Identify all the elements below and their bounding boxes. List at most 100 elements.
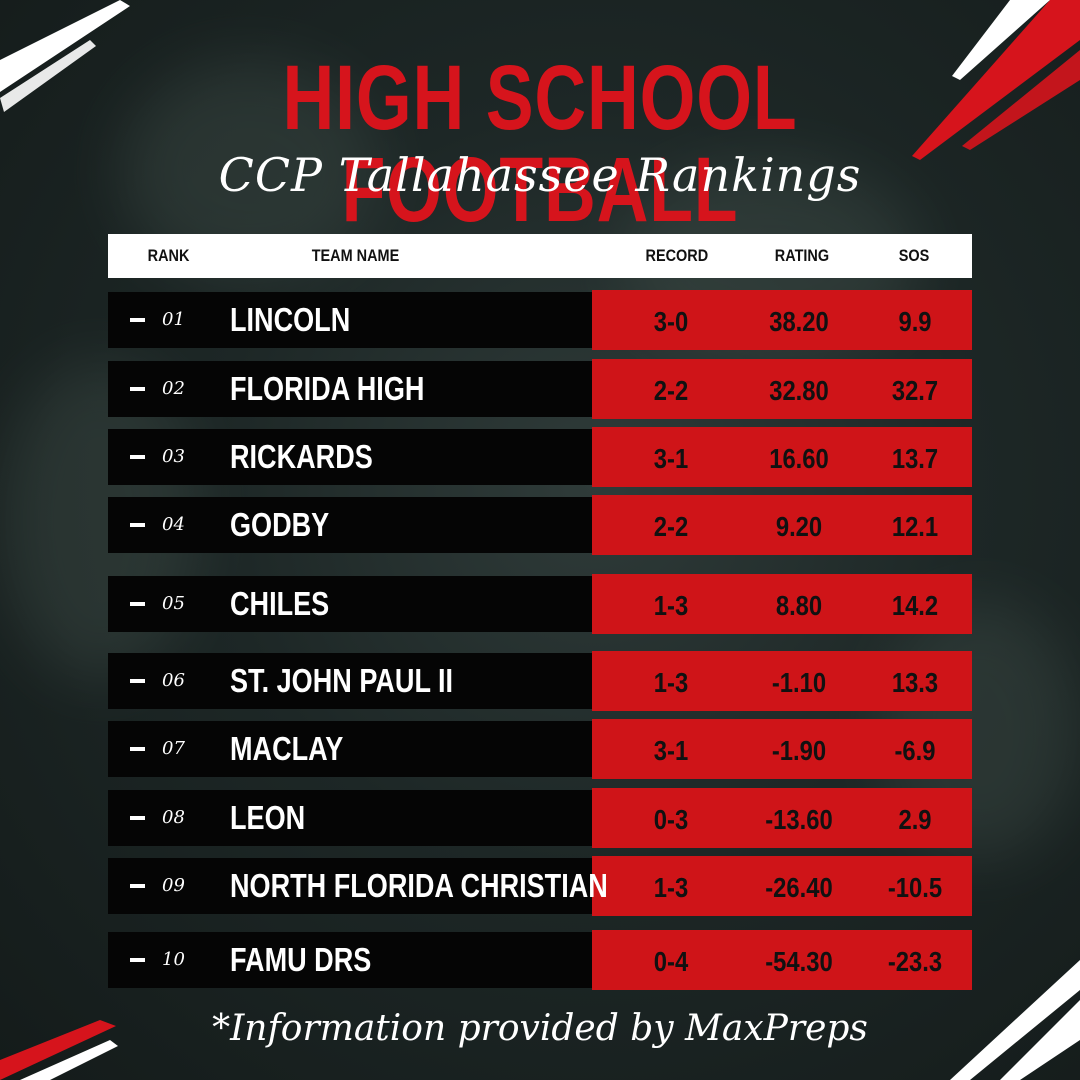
- sos-value: 9.9: [898, 306, 932, 337]
- rating-value: 32.80: [769, 375, 829, 406]
- row-stats-panel: [592, 290, 972, 350]
- sos-value: 2.9: [898, 804, 932, 835]
- record-value: 2-2: [653, 511, 689, 542]
- row-stats-panel: [592, 359, 972, 419]
- table-row: 05 CHILES 1-3 8.80 14.2: [108, 574, 972, 634]
- rank-number: 02: [162, 378, 185, 399]
- rating-value: -54.30: [765, 946, 833, 977]
- no-change-dash-icon: [130, 679, 145, 683]
- no-change-dash-icon: [130, 455, 145, 459]
- record-value: 1-3: [653, 590, 689, 621]
- row-stats-panel: [592, 574, 972, 634]
- rank-number: 09: [162, 875, 185, 896]
- no-change-dash-icon: [130, 816, 145, 820]
- sos-value: -23.3: [887, 946, 943, 977]
- rating-value: 16.60: [769, 443, 829, 474]
- record-value: 0-4: [653, 946, 689, 977]
- rating-value: -13.60: [765, 804, 833, 835]
- row-team-panel: [108, 429, 592, 485]
- no-change-dash-icon: [130, 523, 145, 527]
- brush-stroke-bottom-left: [0, 1020, 118, 1080]
- table-row: 03 RICKARDS 3-1 16.60 13.7: [108, 427, 972, 487]
- brush-stroke-top-left: [0, 0, 130, 112]
- rank-number: 03: [162, 446, 185, 467]
- no-change-dash-icon: [130, 958, 145, 962]
- record-value: 2-2: [653, 375, 689, 406]
- no-change-dash-icon: [130, 884, 145, 888]
- team-name: RICKARDS: [230, 438, 373, 475]
- row-team-panel: [108, 721, 592, 777]
- page-title: HIGH SCHOOL FOOTBALL: [282, 47, 798, 241]
- table-row: 06 ST. JOHN PAUL II 1-3 -1.10 13.3: [108, 651, 972, 711]
- row-stats-panel: [592, 651, 972, 711]
- rating-value: -1.10: [771, 667, 827, 698]
- table-header: RANK TEAM NAME RECORD RATING SOS: [108, 234, 972, 278]
- sos-value: 12.1: [891, 511, 939, 542]
- row-stats-panel: [592, 495, 972, 555]
- row-stats-panel: [592, 719, 972, 779]
- row-team-panel: [108, 858, 592, 914]
- team-name: GODBY: [230, 506, 330, 543]
- team-name: ST. JOHN PAUL II: [230, 662, 454, 699]
- brush-stroke-bottom-right: [950, 960, 1080, 1080]
- table-row: 02 FLORIDA HIGH 2-2 32.80 32.7: [108, 359, 972, 419]
- team-name: MACLAY: [230, 730, 344, 767]
- team-name: FLORIDA HIGH: [230, 370, 425, 407]
- table-row: 04 GODBY 2-2 9.20 12.1: [108, 495, 972, 555]
- record-value: 0-3: [653, 804, 689, 835]
- rating-value: -26.40: [765, 872, 833, 903]
- row-team-panel: [108, 932, 592, 988]
- no-change-dash-icon: [130, 318, 145, 322]
- header-rating: RATING: [774, 246, 830, 265]
- rating-value: -1.90: [771, 735, 827, 766]
- row-team-panel: [108, 361, 592, 417]
- rank-number: 10: [162, 949, 185, 970]
- row-team-panel: [108, 653, 592, 709]
- record-value: 3-1: [653, 735, 689, 766]
- header-rank: RANK: [147, 246, 190, 265]
- rank-number: 06: [162, 670, 185, 691]
- row-stats-panel: [592, 856, 972, 916]
- footer-credit: *Information provided by MaxPreps: [212, 1008, 868, 1049]
- row-team-panel: [108, 292, 592, 348]
- header-record: RECORD: [645, 246, 709, 265]
- no-change-dash-icon: [130, 387, 145, 391]
- team-name: NORTH FLORIDA CHRISTIAN: [230, 867, 608, 904]
- team-name: LINCOLN: [230, 301, 351, 338]
- page-subtitle: CCP Tallahassee Rankings: [218, 148, 862, 202]
- sos-value: 14.2: [891, 590, 939, 621]
- team-name: FAMU DRS: [230, 941, 372, 978]
- row-stats-panel: [592, 930, 972, 990]
- table-row: 07 MACLAY 3-1 -1.90 -6.9: [108, 719, 972, 779]
- row-team-panel: [108, 576, 592, 632]
- rating-value: 38.20: [769, 306, 829, 337]
- row-stats-panel: [592, 427, 972, 487]
- sos-value: 13.7: [891, 443, 939, 474]
- row-team-panel: [108, 790, 592, 846]
- sos-value: -6.9: [894, 735, 936, 766]
- sos-value: 32.7: [891, 375, 939, 406]
- table-row: 09 NORTH FLORIDA CHRISTIAN 1-3 -26.40 -10.5: [108, 856, 972, 916]
- record-value: 3-0: [653, 306, 689, 337]
- team-name: CHILES: [230, 585, 330, 622]
- record-value: 3-1: [653, 443, 689, 474]
- table-row: 10 FAMU DRS 0-4 -54.30 -23.3: [108, 930, 972, 990]
- no-change-dash-icon: [130, 747, 145, 751]
- team-name: LEON: [230, 799, 306, 836]
- brush-stroke-top-right: [912, 0, 1080, 160]
- rank-number: 08: [162, 807, 185, 828]
- rank-number: 01: [162, 309, 185, 330]
- no-change-dash-icon: [130, 602, 145, 606]
- rank-number: 07: [162, 738, 185, 759]
- record-value: 1-3: [653, 872, 689, 903]
- table-row: 01 LINCOLN 3-0 38.20 9.9: [108, 290, 972, 350]
- row-team-panel: [108, 497, 592, 553]
- row-stats-panel: [592, 788, 972, 848]
- sos-value: -10.5: [887, 872, 943, 903]
- record-value: 1-3: [653, 667, 689, 698]
- table-row: 08 LEON 0-3 -13.60 2.9: [108, 788, 972, 848]
- rating-value: 8.80: [775, 590, 823, 621]
- header-sos: SOS: [898, 246, 930, 265]
- header-team: TEAM NAME: [311, 246, 400, 265]
- rank-number: 04: [162, 514, 185, 535]
